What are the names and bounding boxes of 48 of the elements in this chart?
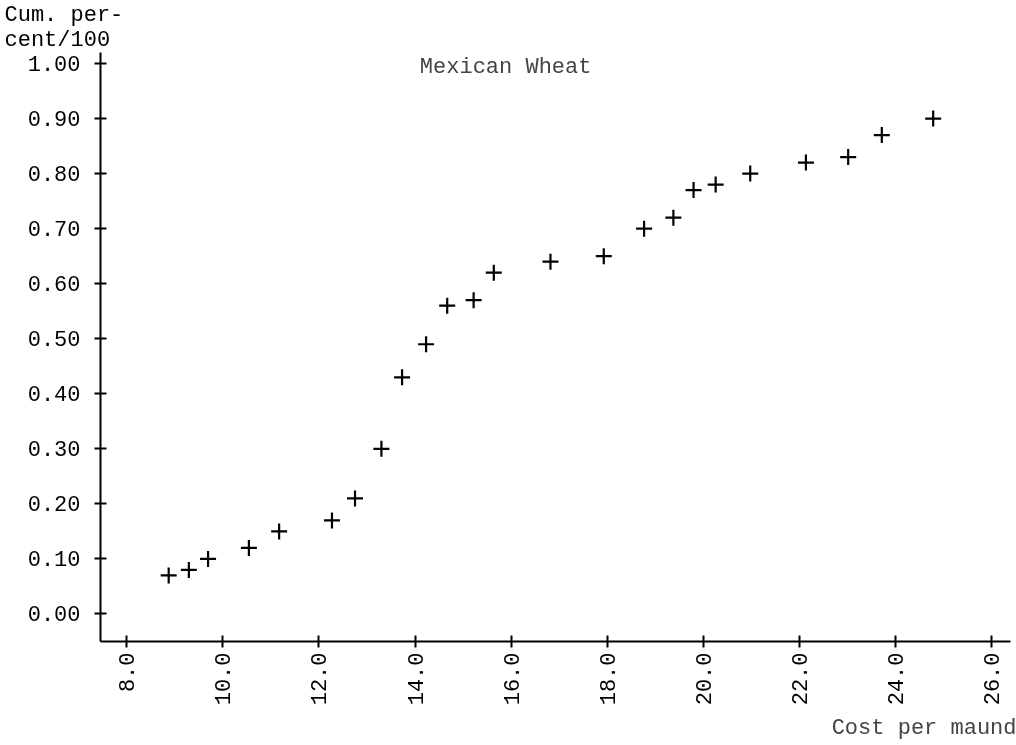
- point: [322, 511, 342, 530]
- x-tick-label: 26.0: [980, 652, 1006, 706]
- point: [270, 522, 289, 541]
- point: [541, 252, 560, 271]
- point: [706, 175, 725, 194]
- point: [416, 335, 436, 354]
- point: [796, 153, 816, 172]
- x-tick-label: 16.0: [500, 652, 526, 706]
- point: [372, 439, 391, 458]
- point: [239, 538, 258, 558]
- point: [392, 368, 412, 387]
- point: [438, 296, 457, 315]
- chart-title: Mexican Wheat: [419, 55, 592, 81]
- y-tick-label: 0.50: [27, 328, 81, 354]
- point: [924, 109, 943, 128]
- point: [684, 181, 703, 200]
- point: [464, 291, 483, 310]
- point: [198, 549, 218, 569]
- y-tick-label: 0.30: [27, 438, 81, 464]
- y-axis-title: Cum. per- cent/100: [4, 2, 124, 53]
- point: [635, 219, 654, 238]
- point: [664, 208, 683, 227]
- y-tick-label: 0.20: [27, 493, 81, 519]
- point: [159, 566, 178, 585]
- point: [872, 125, 891, 145]
- y-tick-label: 0.90: [27, 108, 81, 134]
- x-tick-label: 20.0: [692, 652, 718, 706]
- point: [839, 147, 858, 167]
- point: [484, 263, 503, 282]
- x-tick-label: 8.0: [116, 652, 142, 693]
- y-tick-label: 0.60: [27, 273, 81, 299]
- y-tick-label: 0.40: [27, 383, 81, 409]
- point: [594, 247, 613, 266]
- y-tick-label: 0.70: [27, 218, 81, 244]
- point: [179, 560, 198, 580]
- y-tick-label: 0.00: [27, 603, 81, 629]
- x-tick-label: 10.0: [212, 652, 238, 706]
- y-tick-label: 0.80: [27, 163, 81, 189]
- x-tick-label: 14.0: [404, 652, 430, 706]
- y-tick-label: 1.00: [27, 53, 81, 79]
- y-tick-label: 0.10: [27, 548, 81, 574]
- x-tick-label: 18.0: [596, 652, 622, 706]
- x-tick-label: 12.0: [308, 652, 334, 706]
- x-tick-label: 24.0: [884, 652, 910, 706]
- x-axis-title: Cost per maund: [831, 715, 1016, 741]
- point: [741, 164, 760, 183]
- x-tick-label: 22.0: [788, 652, 814, 706]
- point: [345, 489, 365, 508]
